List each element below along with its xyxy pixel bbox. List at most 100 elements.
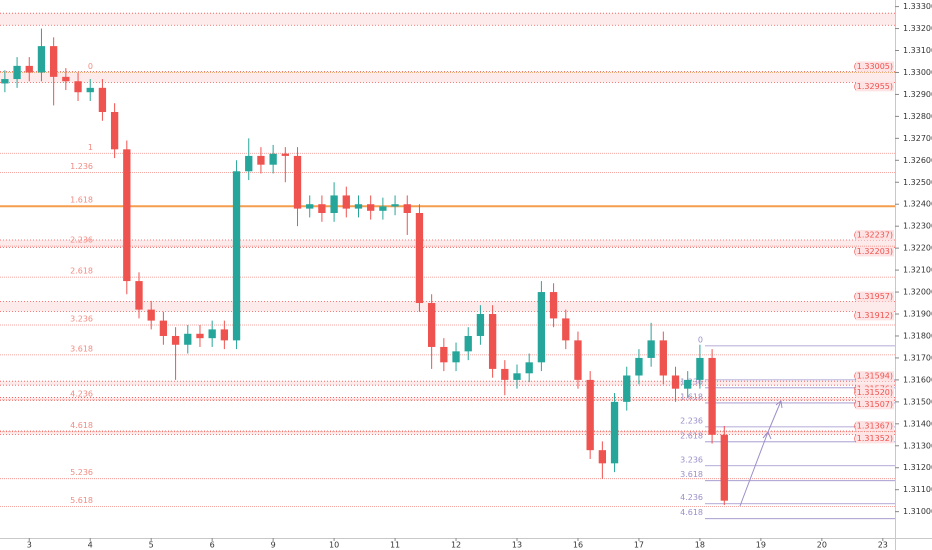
candle-body (391, 204, 399, 207)
fib-label: 1.618 (680, 392, 703, 401)
candle-body (598, 450, 607, 464)
candle-body (440, 346, 448, 363)
projection-arrow (775, 400, 783, 409)
candle-body (610, 401, 619, 464)
y-tick-label: 1.31000 (903, 507, 932, 516)
fib-label: 2.618 (680, 431, 703, 440)
y-tick-label: 1.33000 (903, 68, 932, 77)
candle-body (208, 329, 216, 339)
candle-body (330, 195, 338, 214)
fib-label: 1.618 (70, 196, 93, 205)
candle-body (135, 281, 143, 310)
zone-tag (856, 291, 894, 302)
y-tick-label: 1.31300 (903, 441, 932, 450)
candle-body (720, 434, 728, 501)
zone (0, 71, 895, 83)
zone (0, 381, 895, 386)
projection-line (767, 400, 782, 433)
y-tick-label: 1.32700 (903, 134, 932, 143)
candle-body (123, 149, 131, 282)
candle-body (37, 46, 46, 73)
fib-label: 3.236 (680, 455, 703, 464)
candle-body (415, 213, 424, 304)
candle-body (147, 309, 155, 321)
candle-body (501, 368, 509, 380)
zone (0, 240, 895, 248)
x-tick-label: 12 (451, 541, 461, 550)
candle-body (342, 195, 350, 209)
fib-label: 2.618 (70, 267, 93, 276)
fib-label: 4.236 (680, 493, 703, 502)
zone-tag (856, 421, 894, 432)
x-tick-label: 19 (756, 541, 766, 550)
candle-body (110, 111, 119, 150)
plot-area: 0 1 1.236 1.618 2.236 2.618 3.236 3.618 4.236 4.6… (0, 12, 895, 520)
fib-label: 1 (88, 143, 93, 152)
y-tick-label: 1.31400 (903, 419, 932, 428)
candle-body (354, 204, 363, 209)
x-tick-label: 3 (27, 541, 32, 550)
candle-body (708, 357, 716, 435)
candle-body (245, 155, 253, 172)
fib-label: 3.618 (70, 344, 93, 353)
zone-tag (856, 371, 894, 382)
zone-label: (1.31957) (854, 292, 893, 301)
candle-body (671, 375, 680, 389)
y-tick-label: 1.32400 (903, 200, 932, 209)
x-tick-label: 20 (817, 541, 827, 550)
y-tick-label: 1.32600 (903, 156, 932, 165)
candle-body (452, 351, 460, 363)
zone-label: (1.31507) (854, 400, 893, 409)
candle-body (684, 379, 692, 389)
y-tick-label: 1.32300 (903, 222, 932, 231)
candle-body (623, 375, 631, 402)
fib-label: 3.236 (70, 314, 93, 323)
y-tick-label: 1.33300 (903, 2, 932, 11)
candle-body (62, 76, 70, 82)
candle-body (269, 153, 277, 165)
y-tick-label: 1.32500 (903, 178, 932, 187)
candle-body (13, 65, 21, 80)
zone (0, 431, 895, 435)
x-tick-label: 10 (329, 541, 339, 550)
zone-tag (856, 230, 894, 241)
candle-body (696, 357, 704, 380)
y-tick-label: 1.32100 (903, 266, 932, 275)
fib-label: 5.618 (70, 496, 93, 505)
candle-body (549, 292, 558, 319)
y-tick-label: 1.33200 (903, 24, 932, 33)
zone-label: (1.32237) (854, 231, 893, 240)
x-tick-label: 5 (149, 541, 154, 550)
candle-body (367, 204, 375, 211)
y-tick-label: 1.31500 (903, 397, 932, 406)
y-tick-label: 1.31900 (903, 310, 932, 319)
candle-body (306, 204, 314, 209)
fib-label: 1.236 (70, 162, 93, 171)
y-tick-label: 1.32200 (903, 244, 932, 253)
x-tick-label: 13 (512, 541, 522, 550)
candle-body (98, 87, 107, 112)
candle-body (257, 155, 265, 165)
candle-body (464, 335, 472, 352)
fib-label: 4.618 (70, 421, 93, 430)
candle-body (427, 303, 436, 347)
zone-tag (856, 61, 894, 72)
candle-body (74, 81, 82, 93)
projection-line (739, 431, 769, 507)
zone-tag (856, 433, 894, 444)
zone-label: (1.31912) (854, 311, 893, 320)
y-tick-label: 1.31100 (903, 485, 932, 494)
fib-label: 4.618 (680, 508, 703, 517)
x-tick-label: 17 (634, 541, 644, 550)
zone (0, 13, 895, 26)
zone-tag (856, 387, 894, 398)
candle-body (537, 292, 546, 363)
fib-label: 4.236 (70, 389, 93, 398)
x-tick-label: 23 (878, 541, 888, 550)
fib-label: 5.236 (70, 468, 93, 477)
candle-body (281, 153, 289, 156)
y-tick-label: 1.31800 (903, 331, 932, 340)
zone-label: (1.33005) (854, 62, 893, 71)
y-tick-label: 1.33100 (903, 46, 932, 55)
x-tick-label: 9 (271, 541, 276, 550)
